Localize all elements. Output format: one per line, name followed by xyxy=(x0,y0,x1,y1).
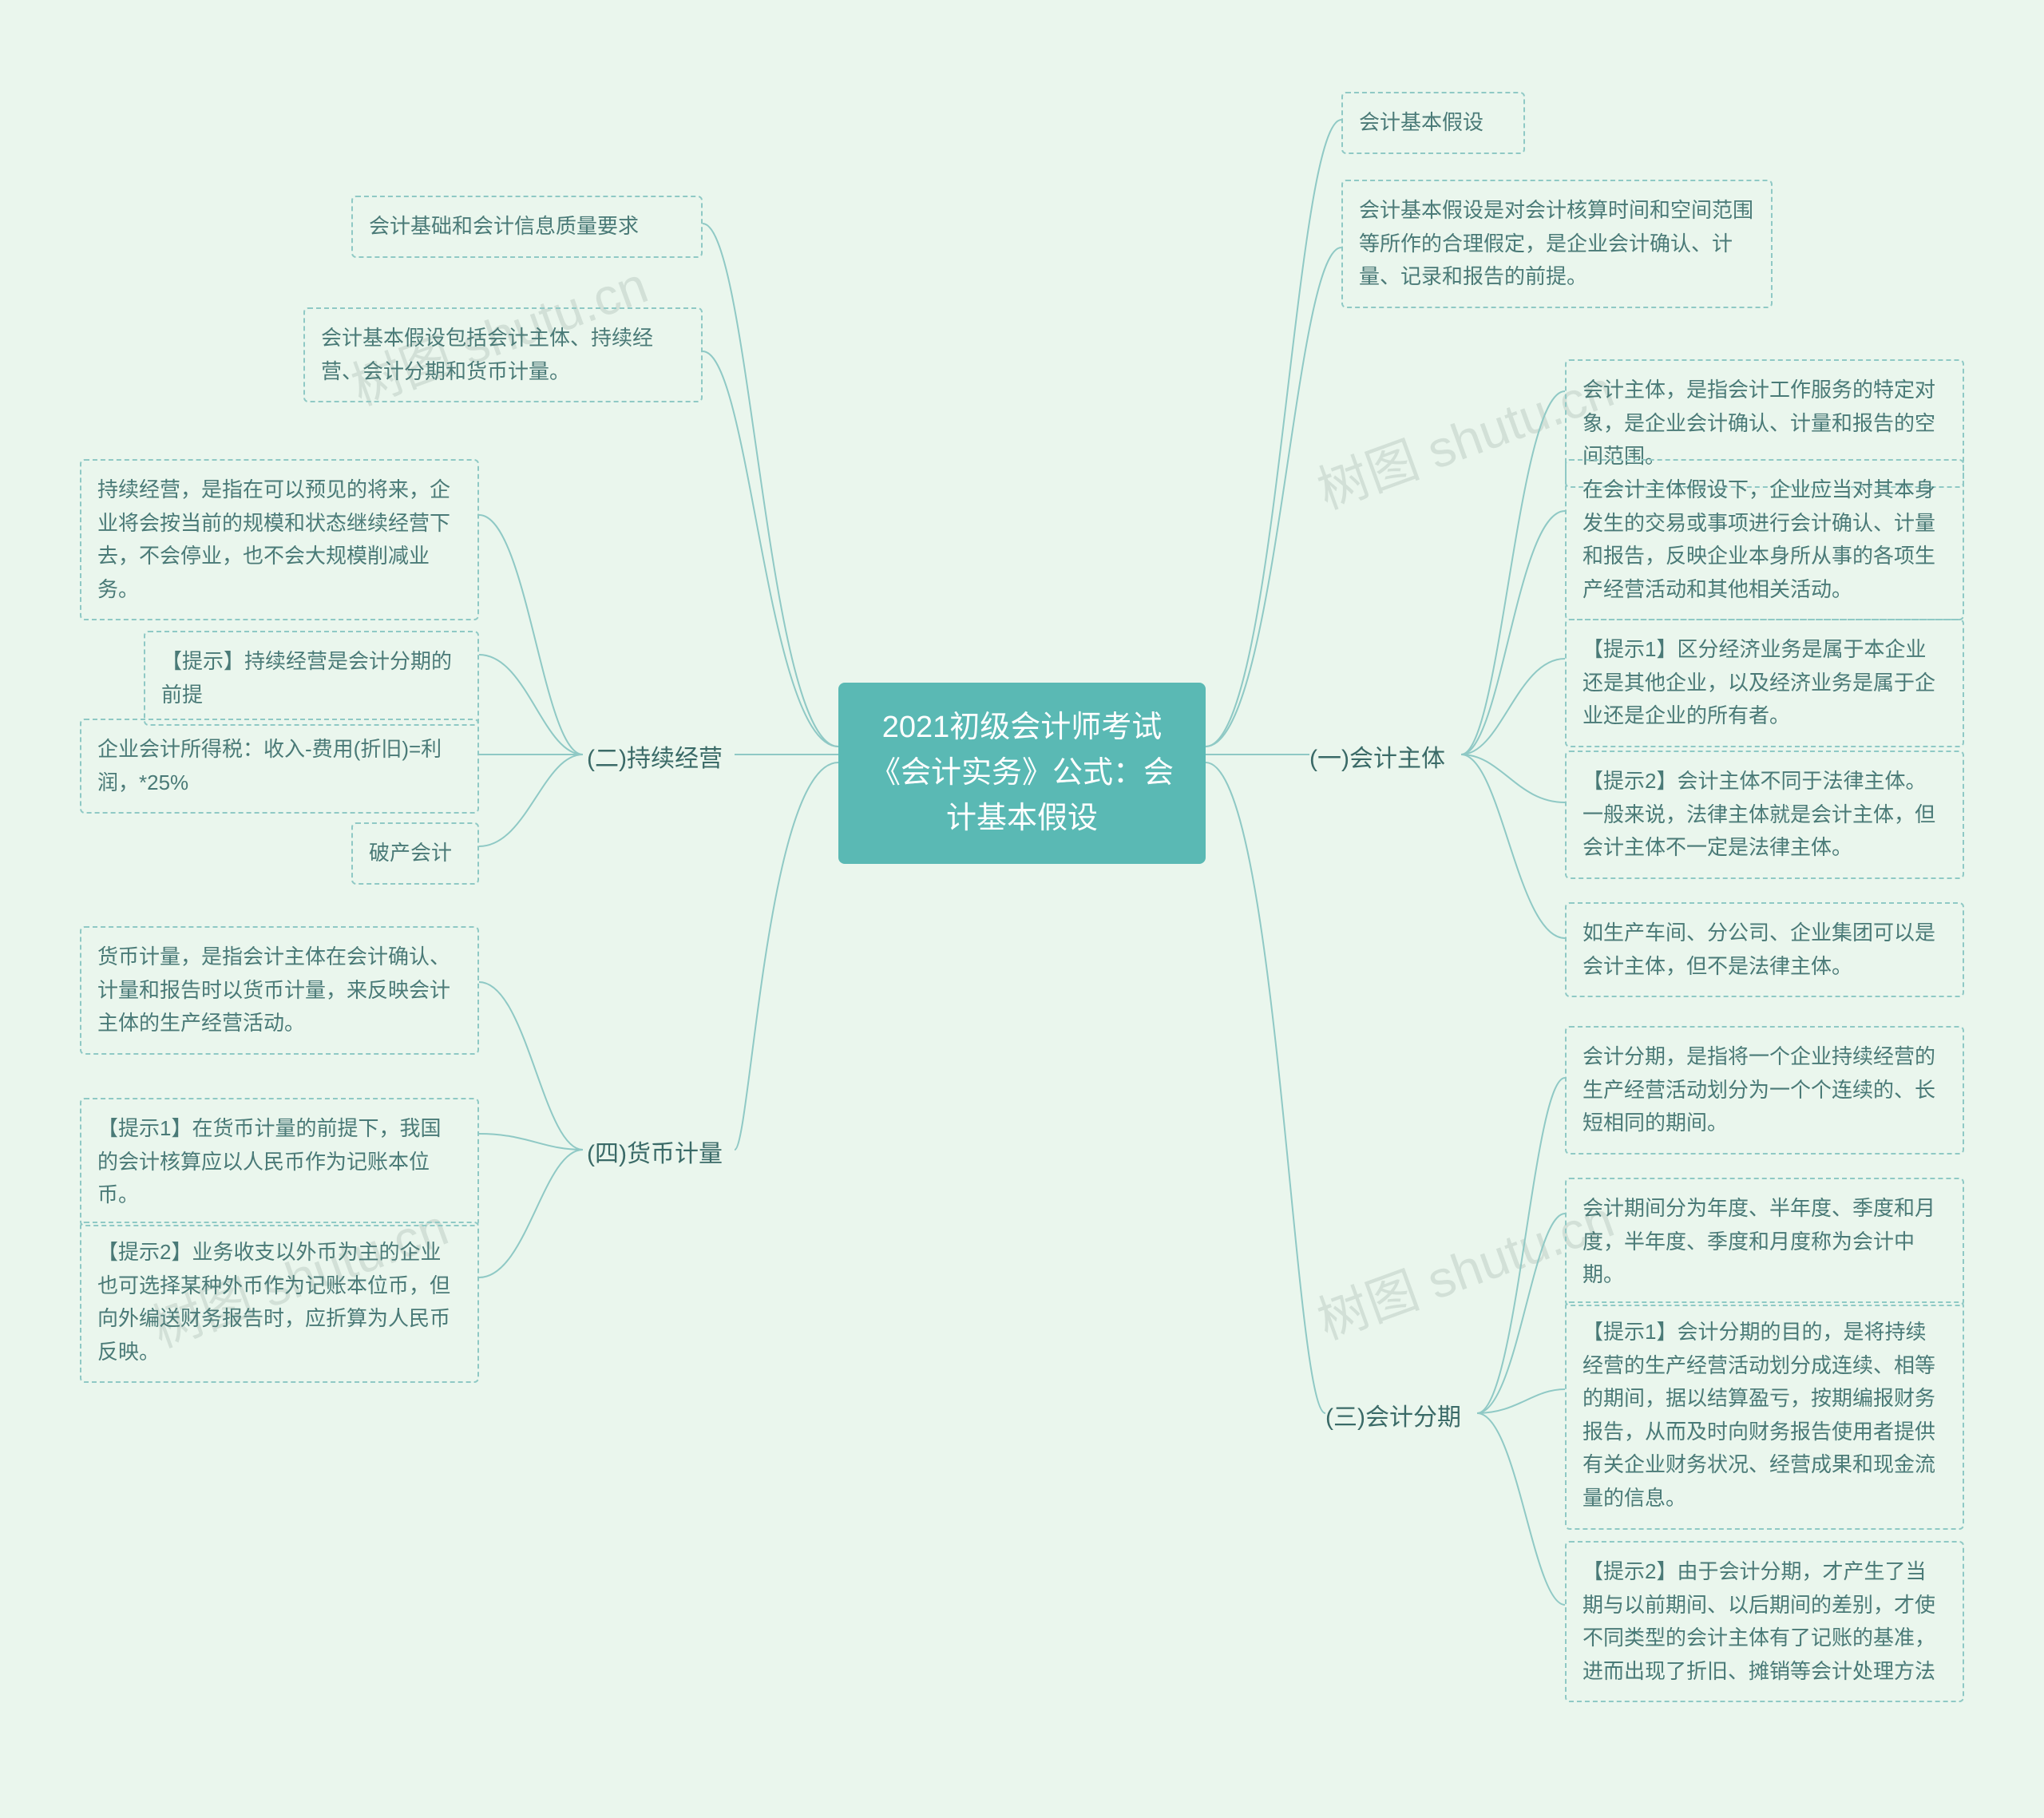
node-l1-1: 【提示】持续经营是会计分期的前提 xyxy=(144,631,479,726)
center-node: 2021初级会计师考试《会计实务》公式：会计基本假设 xyxy=(838,683,1206,864)
node-r2-2: 【提示1】会计分期的目的，是将持续经营的生产经营活动划分成连续、相等的期间，据以… xyxy=(1565,1301,1964,1530)
node-r1-1: 在会计主体假设下，企业应当对其本身发生的交易或事项进行会计确认、计量和报告，反映… xyxy=(1565,459,1964,620)
branch-3-label: (三)会计分期 xyxy=(1325,1397,1461,1432)
node-l1-0: 持续经营，是指在可以预见的将来，企业将会按当前的规模和状态继续经营下去，不会停业… xyxy=(80,459,479,620)
branch-2-label: (二)持续经营 xyxy=(587,739,723,774)
node-l1-3: 破产会计 xyxy=(351,822,479,885)
node-r2-1: 会计期间分为年度、半年度、季度和月度，半年度、季度和月度称为会计中期。 xyxy=(1565,1178,1964,1306)
node-basic-assumption-title: 会计基本假设 xyxy=(1341,92,1525,154)
node-l2-2: 【提示2】业务收支以外币为主的企业也可选择某种外币作为记账本位币，但向外编送财务… xyxy=(80,1222,479,1383)
node-r2-3: 【提示2】由于会计分期，才产生了当期与以前期间、以后期间的差别，才使不同类型的会… xyxy=(1565,1541,1964,1702)
node-r2-0: 会计分期，是指将一个企业持续经营的生产经营活动划分为一个个连续的、长短相同的期间… xyxy=(1565,1026,1964,1155)
node-l2-1: 【提示1】在货币计量的前提下，我国的会计核算应以人民币作为记账本位币。 xyxy=(80,1098,479,1226)
branch-4-label: (四)货币计量 xyxy=(587,1134,723,1169)
node-r1-4: 如生产车间、分公司、企业集团可以是会计主体，但不是法律主体。 xyxy=(1565,902,1964,997)
node-left-top-1: 会计基本假设包括会计主体、持续经营、会计分期和货币计量。 xyxy=(303,307,703,402)
node-r1-2: 【提示1】区分经济业务是属于本企业还是其他企业，以及经济业务是属于企业还是企业的… xyxy=(1565,619,1964,747)
node-left-top-0: 会计基础和会计信息质量要求 xyxy=(351,196,703,258)
node-l1-2: 企业会计所得税：收入-费用(折旧)=利润，*25% xyxy=(80,719,479,814)
branch-1-label: (一)会计主体 xyxy=(1309,739,1445,774)
node-l2-0: 货币计量，是指会计主体在会计确认、计量和报告时以货币计量，来反映会计主体的生产经… xyxy=(80,926,479,1055)
node-basic-assumption-def: 会计基本假设是对会计核算时间和空间范围等所作的合理假定，是企业会计确认、计量、记… xyxy=(1341,180,1773,308)
node-r1-3: 【提示2】会计主体不同于法律主体。一般来说，法律主体就是会计主体，但会计主体不一… xyxy=(1565,751,1964,879)
